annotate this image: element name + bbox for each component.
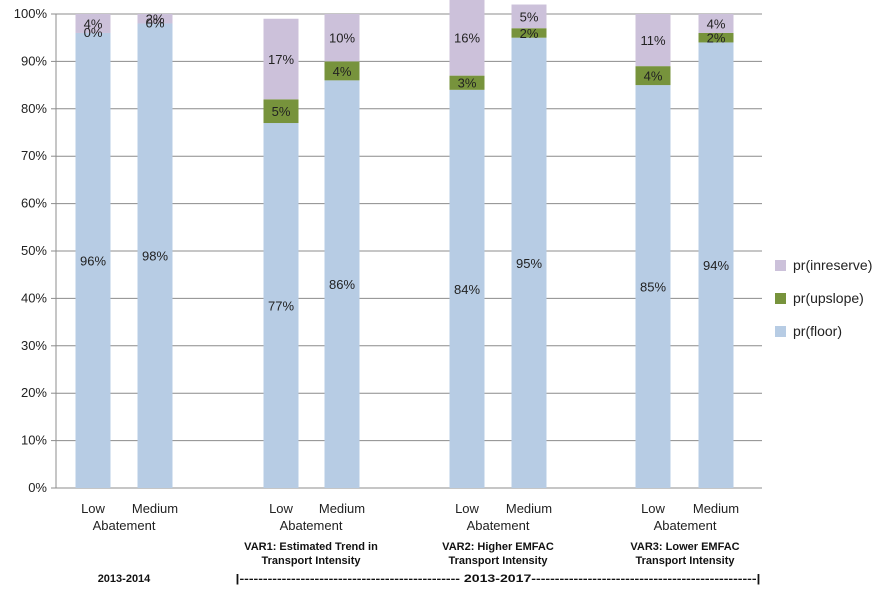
bar-segment-prinreserve	[635, 14, 671, 67]
y-tick-label: 100%	[14, 6, 48, 21]
bar-data-label: 98%	[142, 249, 168, 264]
bar-segment-prfloor	[698, 42, 734, 488]
bar-data-label: 4%	[84, 16, 103, 31]
x-category-sublabel: Abatement	[93, 518, 156, 533]
x-category-sublabel: Abatement	[467, 518, 530, 533]
bar-segment-prfloor	[263, 123, 299, 489]
y-tick-label: 0%	[28, 480, 47, 495]
legend-swatch	[775, 326, 786, 337]
bar-segment-prinreserve	[263, 18, 299, 100]
bar-data-label: 11%	[640, 33, 665, 48]
legend-label: pr(inreserve)	[793, 257, 872, 273]
x-category-label: Medium	[132, 501, 178, 516]
x-category-label: Low	[455, 501, 479, 516]
x-category-label: Medium	[319, 501, 365, 516]
bar-segment-prinreserve	[137, 14, 173, 24]
period-label: 2013-2014	[98, 573, 151, 585]
y-tick-label: 70%	[21, 148, 47, 163]
legend-label: pr(floor)	[793, 323, 842, 339]
bar-data-label: 96%	[80, 253, 106, 268]
y-tick-label: 40%	[21, 290, 47, 305]
bar-data-label: 77%	[268, 299, 294, 314]
y-tick-label: 50%	[21, 243, 47, 258]
bar-segment-prfloor	[635, 85, 671, 488]
y-tick-label: 80%	[21, 101, 47, 116]
bar-segment-prinreserve	[698, 14, 734, 33]
bar-segment-prfloor	[511, 37, 547, 488]
bar-segment-prinreserve	[75, 14, 111, 33]
x-category-label: Low	[81, 501, 105, 516]
bar-segment-prupslope	[263, 99, 299, 124]
bar-segment-prfloor	[137, 23, 173, 488]
bar-data-label: 2%	[520, 26, 539, 41]
bar-data-label: 84%	[454, 282, 480, 297]
x-category-label: Medium	[693, 501, 739, 516]
bar-segment-prfloor	[75, 32, 111, 489]
x-category-sublabel: Abatement	[654, 518, 717, 533]
group-label: VAR1: Estimated Trend in	[244, 541, 378, 553]
bar-data-label: 4%	[333, 64, 352, 79]
legend-swatch	[775, 260, 786, 271]
group-label: Transport Intensity	[448, 555, 548, 567]
bar-data-label: 5%	[272, 104, 291, 119]
bar-data-label: 85%	[640, 280, 666, 295]
bar-data-label: 10%	[329, 31, 355, 46]
bar-segment-prupslope	[449, 75, 485, 90]
group-label: Transport Intensity	[261, 555, 361, 567]
x-category-label: Low	[269, 501, 293, 516]
bar-data-label: 2%	[146, 12, 165, 27]
bar-data-label: 0%	[146, 15, 165, 30]
group-label: VAR2: Higher EMFAC	[442, 541, 554, 553]
y-tick-label: 60%	[21, 196, 47, 211]
bar-segment-prinreserve	[449, 0, 485, 76]
bar-segment-prfloor	[324, 80, 360, 489]
bar-data-label: 16%	[454, 31, 480, 46]
bar-segment-prupslope	[511, 28, 547, 38]
x-category-label: Medium	[506, 501, 552, 516]
bar-segment-prfloor	[449, 89, 485, 488]
y-tick-label: 30%	[21, 338, 47, 353]
legend-label: pr(upslope)	[793, 290, 864, 306]
bar-data-label: 4%	[707, 16, 726, 31]
y-tick-label: 90%	[21, 53, 47, 68]
bar-data-label: 17%	[268, 52, 294, 67]
bar-data-label: 94%	[703, 258, 729, 273]
bar-data-label: 86%	[329, 277, 355, 292]
bar-segment-prupslope	[635, 66, 671, 86]
y-tick-label: 20%	[21, 385, 47, 400]
bar-segment-prinreserve	[511, 4, 547, 29]
bar-data-label: 2%	[707, 31, 726, 46]
bar-data-label: 5%	[520, 9, 539, 24]
bar-segment-prupslope	[324, 61, 360, 81]
y-tick-label: 10%	[21, 433, 47, 448]
x-category-sublabel: Abatement	[280, 518, 343, 533]
bar-data-label: 95%	[516, 256, 542, 271]
period-label: |---------------------------------------…	[236, 573, 761, 585]
legend-swatch	[775, 293, 786, 304]
bar-segment-prupslope	[698, 32, 734, 43]
bar-data-label: 3%	[458, 76, 477, 91]
group-label: VAR3: Lower EMFAC	[630, 541, 739, 553]
x-category-label: Low	[641, 501, 665, 516]
bar-data-label: 0%	[84, 25, 103, 40]
bar-data-label: 4%	[644, 69, 663, 84]
bar-segment-prinreserve	[324, 14, 360, 62]
group-label: Transport Intensity	[635, 555, 735, 567]
